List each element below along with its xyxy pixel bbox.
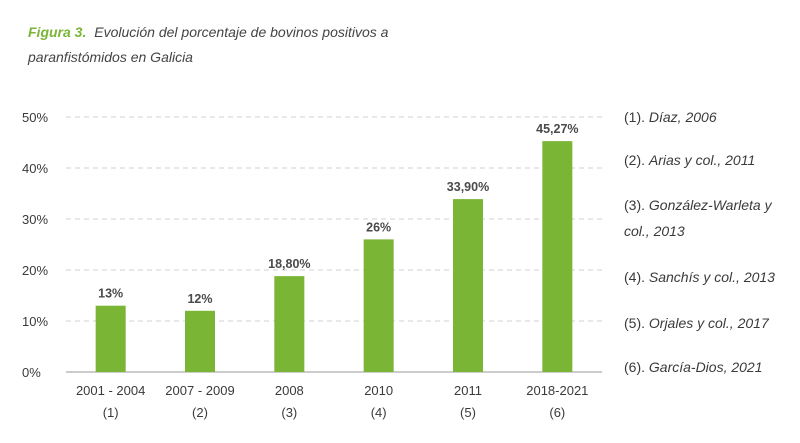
reference-number: (1). xyxy=(624,109,645,125)
reference-item-2: (2). Arias y col., 2011 xyxy=(624,147,755,173)
reference-text: Díaz, 2006 xyxy=(648,109,717,125)
x-tick-label: 2001 - 2004 xyxy=(76,383,145,398)
bar xyxy=(185,310,215,372)
data-label: 33,90% xyxy=(447,180,489,194)
x-tick-label: 2007 - 2009 xyxy=(165,383,234,398)
bar xyxy=(274,276,305,372)
reference-text: Orjales y col., 2017 xyxy=(648,315,769,331)
x-tick-sublabel: (4) xyxy=(371,405,387,420)
reference-number: (2). xyxy=(624,152,645,168)
reference-number: (3). xyxy=(624,197,645,213)
figure-label: Figura 3. xyxy=(28,24,87,40)
reference-item-1: (1). Díaz, 2006 xyxy=(624,104,717,130)
reference-text: Arias y col., 2011 xyxy=(648,152,756,168)
bar xyxy=(542,141,573,372)
x-tick-sublabel: (2) xyxy=(192,405,208,420)
bar xyxy=(453,199,483,372)
reference-item-5: (5). Orjales y col., 2017 xyxy=(624,310,769,336)
x-tick-sublabel: (6) xyxy=(549,405,565,420)
y-tick-label: 50% xyxy=(22,110,48,125)
reference-text: González-Warleta y col., 2013 xyxy=(624,197,772,239)
x-tick-sublabel: (1) xyxy=(103,405,119,420)
bar xyxy=(95,305,126,372)
data-label: 13% xyxy=(98,287,123,301)
x-tick-label: 2010 xyxy=(364,383,393,398)
reference-item-6: (6). García-Dios, 2021 xyxy=(624,354,763,380)
x-tick-label: 2011 xyxy=(454,383,482,398)
reference-item-3: (3). González-Warleta y col., 2013 xyxy=(624,192,796,244)
x-tick-sublabel: (5) xyxy=(460,405,476,420)
y-tick-label: 30% xyxy=(22,212,48,227)
y-tick-label: 0% xyxy=(22,365,41,380)
bar-chart: 0% 10% 20% 30% 40% 50% 13% 2001 - 2004 (1) 12% 200… xyxy=(22,110,602,420)
figure-title: Evolución del porcentaje de bovinos posi… xyxy=(28,24,389,65)
reference-number: (6). xyxy=(624,359,645,375)
x-tick-label: 2018-2021 xyxy=(526,383,588,398)
y-tick-label: 40% xyxy=(22,161,48,176)
reference-number: (5). xyxy=(624,315,645,331)
reference-text: García-Dios, 2021 xyxy=(648,359,763,375)
figure-caption: Figura 3. Evolución del porcentaje de bo… xyxy=(28,20,408,70)
data-label: 26% xyxy=(366,220,391,234)
x-tick-sublabel: (3) xyxy=(281,405,297,420)
reference-number: (4). xyxy=(624,269,645,285)
y-tick-label: 20% xyxy=(22,263,48,278)
data-label: 18,80% xyxy=(268,257,310,271)
reference-text: Sanchís y col., 2013 xyxy=(648,269,775,285)
bar xyxy=(363,239,394,372)
reference-item-4: (4). Sanchís y col., 2013 xyxy=(624,264,775,290)
data-label: 12% xyxy=(187,292,212,306)
y-tick-label: 10% xyxy=(22,314,48,329)
data-label: 45,27% xyxy=(536,122,578,136)
x-tick-label: 2008 xyxy=(275,383,304,398)
